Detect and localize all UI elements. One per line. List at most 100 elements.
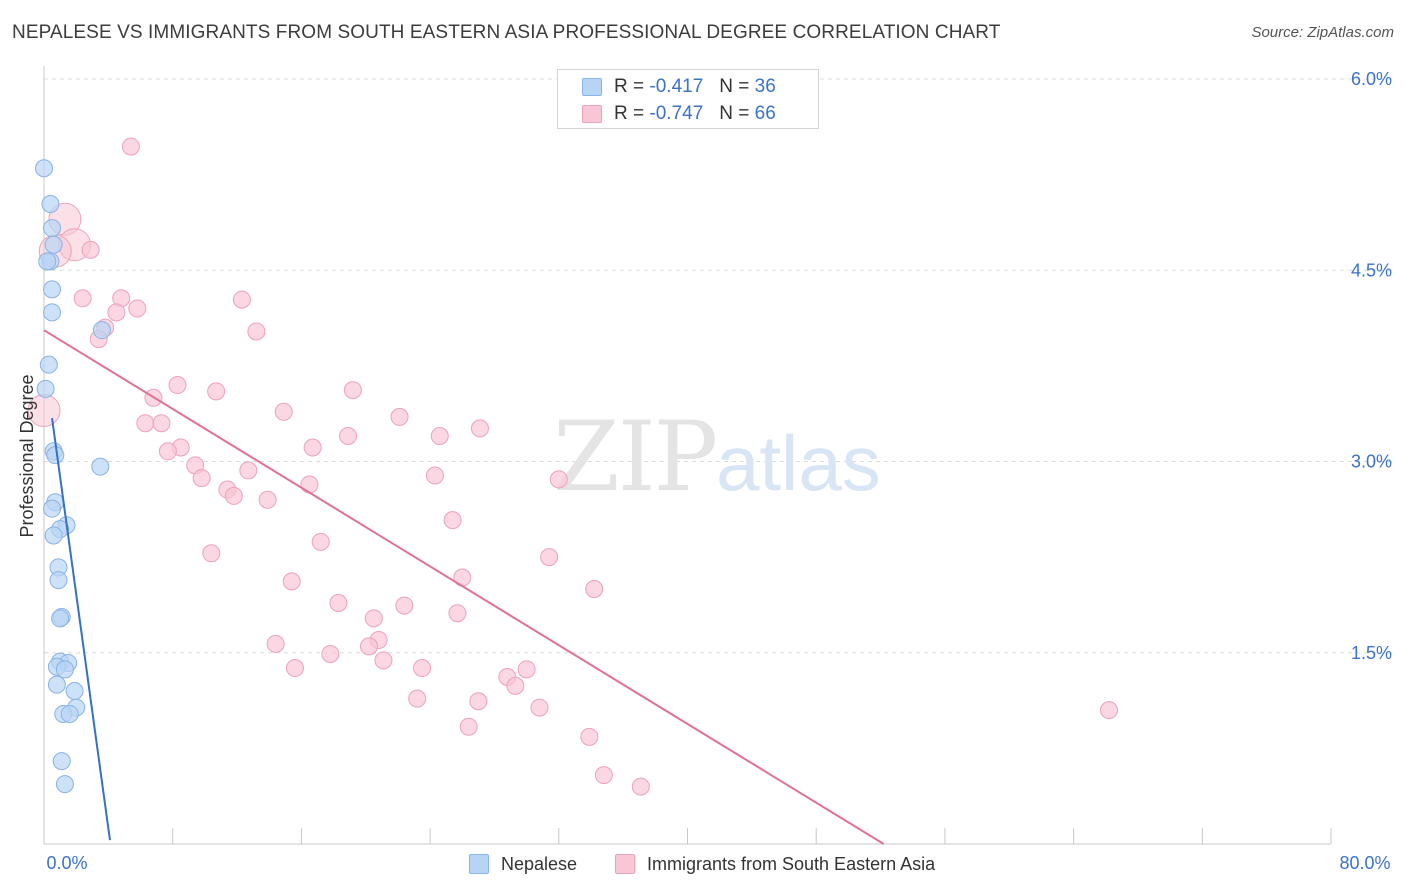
immigrants-point (285, 659, 304, 678)
legend-n-value: 66 (754, 103, 776, 124)
trendlines (43, 329, 885, 845)
nepalese-point (91, 457, 110, 476)
immigrants-point (585, 580, 604, 598)
immigrants-point (395, 596, 414, 615)
immigrants-point (282, 572, 301, 591)
chart-title: NEPALESE VS IMMIGRANTS FROM SOUTH EASTER… (12, 22, 1001, 43)
y-tick-label: 4.5% (1351, 260, 1392, 280)
immigrants-point (549, 470, 568, 489)
y-axis-label: Professional Degree (17, 374, 37, 537)
nepalese-point (55, 660, 74, 679)
nepalese-point (41, 194, 60, 213)
nepalese-point (49, 571, 68, 590)
immigrants-point (408, 689, 427, 708)
nepalese-point (60, 704, 79, 723)
immigrants-point (73, 289, 92, 308)
nepalese-point (39, 355, 58, 374)
nepalese-point (44, 526, 63, 545)
immigrants-point (430, 427, 449, 445)
legend-row-nepalese: R = -0.417 N = 36 (582, 75, 776, 99)
immigrants-point (258, 490, 277, 509)
immigrants-point (274, 402, 293, 421)
immigrants-point (506, 676, 525, 695)
immigrants-point (192, 469, 211, 488)
immigrants-point (594, 766, 613, 785)
immigrants-point (364, 609, 383, 628)
nepalese-point (44, 235, 63, 254)
nepalese-point (52, 752, 71, 771)
immigrants-point (374, 651, 393, 670)
immigrants-point (517, 660, 536, 679)
series-nepalese-points (35, 159, 111, 794)
bottom-legend-nepalese: Nepalese (469, 852, 577, 876)
immigrants-point (202, 544, 221, 563)
nepalese-point (55, 775, 74, 794)
immigrants-point (247, 322, 266, 341)
legend-n-label: N = (719, 103, 750, 124)
immigrants-point (107, 303, 126, 322)
x-tick-label-min: 0.0% (46, 853, 87, 873)
legend-n-value: 36 (754, 76, 776, 97)
immigrants-point (128, 299, 147, 318)
grid-layer: 1.5% 3.0% 4.5% 6.0% (43, 69, 1392, 844)
nepalese-point (43, 303, 62, 322)
nepalese-trendline (51, 418, 111, 841)
stats-legend: R = -0.417 N = 36 R = -0.747 N = 66 (557, 69, 819, 129)
legend-r-value: -0.417 (649, 76, 704, 97)
immigrants-point (469, 692, 488, 711)
nepalese-point (43, 280, 62, 299)
watermark-atlas: atlas (716, 419, 881, 507)
nepalese-point (43, 499, 62, 518)
immigrants-point (81, 240, 100, 259)
immigrants-point (459, 717, 478, 736)
immigrants-point (329, 594, 348, 613)
immigrants-point (207, 382, 226, 401)
immigrants-point (152, 414, 171, 433)
nepalese-point (38, 252, 57, 271)
immigrants-point (303, 438, 322, 457)
chart-source: Source: ZipAtlas.com (1251, 24, 1394, 41)
watermark-zip: ZIP (553, 401, 716, 513)
immigrants-point (470, 419, 489, 438)
immigrants-point (300, 475, 319, 494)
immigrants-point (359, 637, 378, 656)
immigrants-point (321, 645, 340, 664)
bottom-legend-label-nepalese: Nepalese (501, 853, 578, 874)
immigrants-point (311, 532, 330, 551)
immigrants-point (1099, 701, 1118, 720)
immigrants-point (339, 427, 358, 445)
nepalese-point (65, 682, 84, 700)
y-tick-label: 1.5% (1351, 643, 1392, 663)
immigrants-trendline (43, 329, 885, 845)
legend-swatch-nepalese (582, 78, 602, 96)
nepalese-point (43, 219, 62, 238)
immigrants-point (343, 381, 362, 400)
nepalese-point (35, 159, 53, 178)
immigrants-point (121, 137, 140, 156)
y-tick-label: 3.0% (1351, 452, 1392, 472)
nepalese-point (36, 379, 55, 398)
immigrants-point (239, 461, 258, 480)
immigrants-point (158, 442, 177, 461)
legend-r-label: R = (614, 76, 645, 97)
immigrants-point (390, 407, 409, 426)
y-tick-label: 6.0% (1351, 69, 1392, 89)
watermark: ZIP atlas (553, 401, 881, 513)
immigrants-point (224, 486, 243, 505)
nepalese-point (51, 609, 70, 628)
immigrants-point (136, 414, 155, 433)
nepalese-point (47, 675, 66, 694)
immigrants-point (266, 634, 285, 653)
bottom-legend-immigrants: Immigrants from South Eastern Asia (615, 852, 935, 876)
immigrants-point (168, 376, 187, 394)
bottom-legend-swatch-nepalese (469, 854, 489, 874)
legend-r-label: R = (614, 103, 645, 124)
immigrants-point (540, 548, 559, 567)
immigrants-point (580, 727, 599, 746)
legend-swatch-immigrants (582, 105, 602, 123)
immigrants-point (425, 466, 444, 485)
immigrants-point (443, 511, 462, 530)
nepalese-point (92, 321, 111, 340)
nepalese-point (46, 446, 65, 465)
